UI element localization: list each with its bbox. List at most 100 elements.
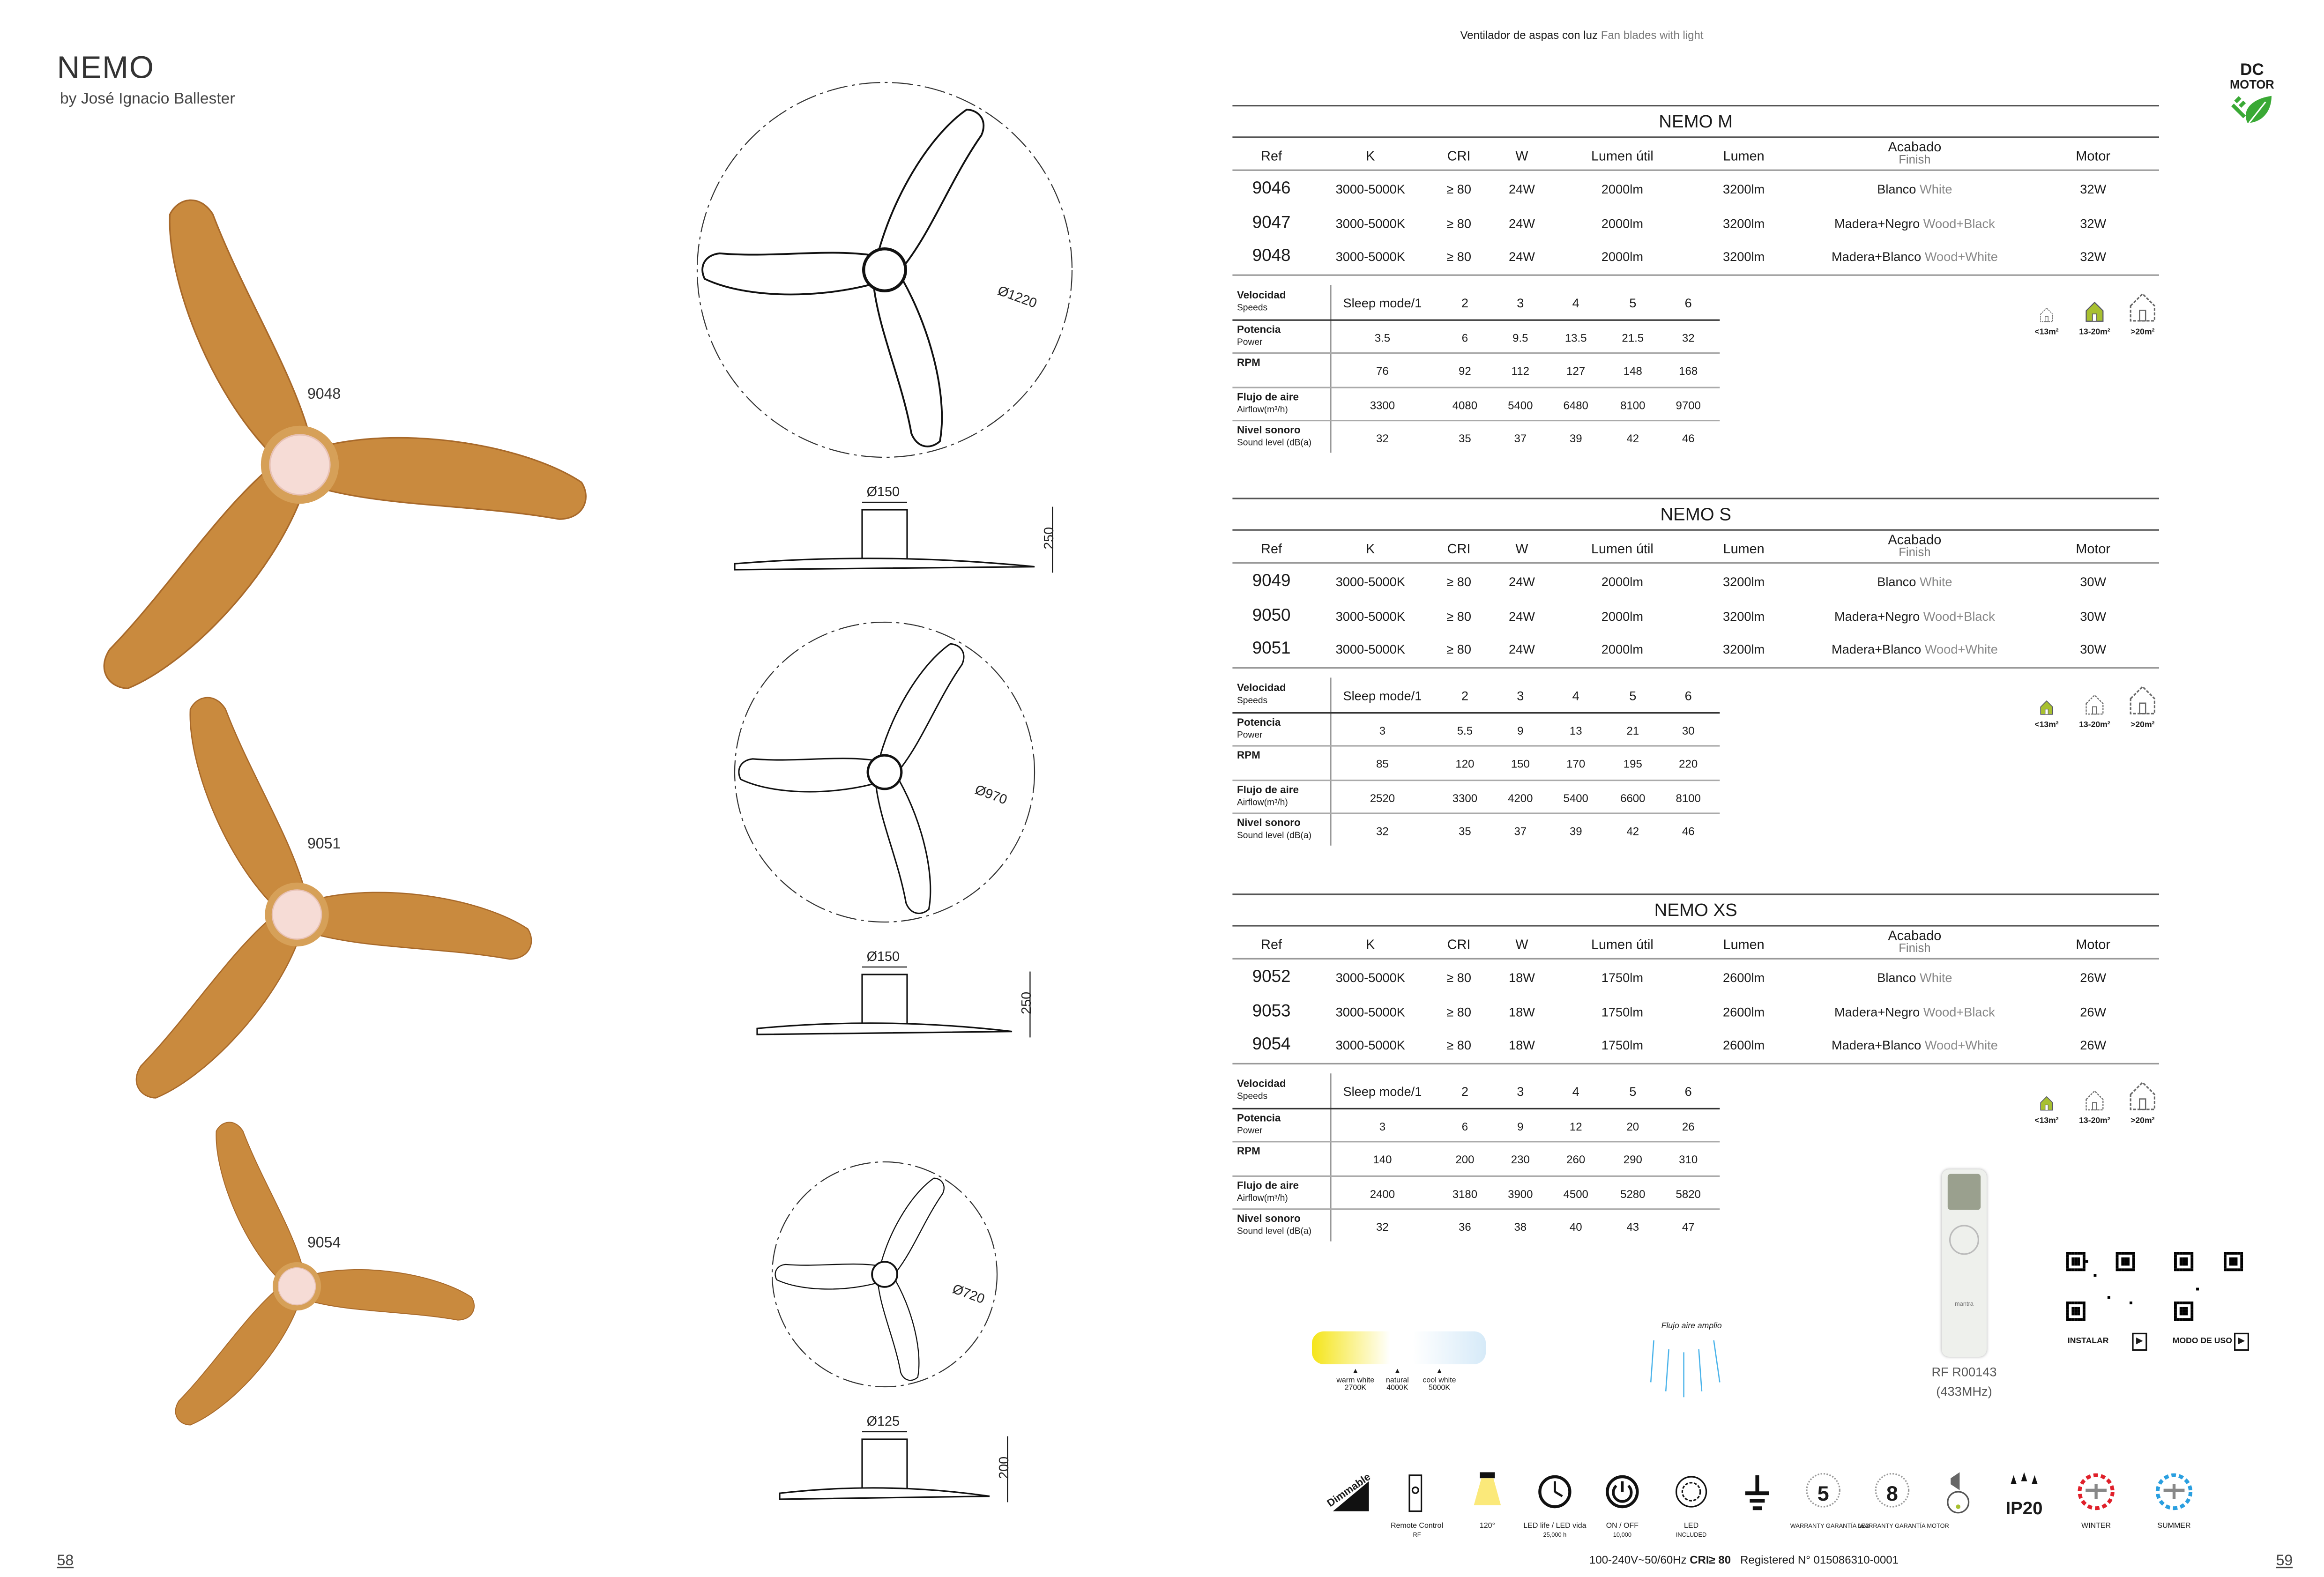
feature-text: LED [1684, 1522, 1699, 1531]
speed-value: 148 [1623, 364, 1642, 378]
lumen-cell: 3200lm [1722, 641, 1765, 657]
airflow-label: Flujo aire amplio [1661, 1322, 1722, 1332]
finish-en: Wood+White [1924, 641, 1998, 657]
k-cell: 3000-5000K [1335, 1037, 1405, 1053]
page-number-right: 59 [2276, 1553, 2293, 1570]
speed-value: 32 [1682, 330, 1695, 344]
label-es: Potencia [1237, 1113, 1281, 1124]
speed-row-label: RPM [1237, 358, 1260, 371]
speed-value: 32 [1376, 1220, 1389, 1234]
title-rule [1232, 136, 2159, 138]
footer-specs: 100-240V~50/60Hz CRI≥ 80 Registered N° 0… [1589, 1553, 1899, 1567]
column-header-k: K [1366, 541, 1375, 557]
category-header: Ventilador de aspas con luz Fan blades w… [0, 29, 2324, 42]
finish-es: Blanco [1877, 181, 1916, 197]
finish-cell: Blanco White [1877, 970, 1952, 985]
feature-text: ON / OFF [1606, 1522, 1639, 1531]
fan-top-view [775, 1177, 945, 1381]
qr-label: MODO DE USO [2172, 1337, 2232, 1346]
speed-value: 37 [1514, 825, 1527, 838]
hub-outline [862, 247, 908, 293]
lumen-cell: 3200lm [1722, 249, 1765, 264]
motor-cell: 26W [2080, 970, 2107, 985]
fan-top-view [701, 108, 984, 447]
height-label: 250 [1041, 527, 1057, 550]
finish-es: Madera+Blanco [1831, 249, 1922, 264]
product-family-title: NEMO [57, 51, 155, 86]
column-header-lumen: Lumen [1723, 148, 1765, 164]
speed-value: 4 [1572, 295, 1579, 311]
title-rule [1232, 529, 2159, 531]
voltage: 100-240V~50/60Hz [1589, 1553, 1687, 1567]
fan-label-9051: 9051 [307, 836, 341, 853]
ref-cell: 9050 [1252, 606, 1291, 625]
label-es: Potencia [1237, 717, 1281, 728]
ref-cell: 9052 [1252, 968, 1291, 987]
k-cell: 3000-5000K [1335, 249, 1405, 264]
speed-value: 3 [1517, 688, 1524, 703]
remote-control-image: mantra [1942, 1169, 1987, 1357]
height-label: 250 [1019, 991, 1034, 1014]
w-cell: 18W [1509, 1037, 1535, 1053]
warranty-led-icon-glyph [1806, 1473, 1840, 1508]
dimmable-icon-glyph [1333, 1481, 1369, 1511]
speed-value: 4200 [1508, 791, 1533, 804]
speed-value: 35 [1459, 825, 1471, 838]
speed-row-label: RPM [1237, 1147, 1260, 1159]
finish-en: Finish [1899, 941, 1931, 955]
column-header-lumen_util: Lumen útil [1591, 148, 1654, 164]
label-en: Power [1237, 731, 1263, 740]
speed-table-divider [1330, 1073, 1332, 1242]
label-en: Speeds [1237, 304, 1268, 313]
cri: CRI≥ 80 [1690, 1553, 1731, 1567]
speed-value: 2 [1461, 1084, 1468, 1099]
cri-cell: ≥ 80 [1446, 181, 1471, 197]
label-en: Power [1237, 338, 1263, 347]
finish-es: Acabado [1888, 139, 1942, 155]
speed-row-label: Flujo de aire Airflow(m³/h) [1237, 785, 1299, 809]
finish-cell: Madera+Blanco Wood+White [1832, 1037, 1998, 1052]
room-size-icons: <13m² 13-20m² >20m² [2024, 292, 2159, 337]
ref-cell: 9047 [1252, 214, 1291, 232]
hub-side [861, 974, 908, 1029]
feature-text: Remote Control [1390, 1522, 1443, 1531]
hub-side [861, 509, 908, 565]
qr-code[interactable] [2066, 1252, 2135, 1321]
lumen_util-cell: 1750lm [1601, 1004, 1644, 1019]
speed-value: 76 [1376, 364, 1389, 378]
motor-cell: 32W [2080, 215, 2107, 231]
hub-diameter-label: Ø150 [866, 484, 900, 499]
speed-value: 37 [1514, 431, 1527, 446]
video-play-icon: ▶ [2132, 1332, 2147, 1351]
room-size-label: >20m² [2130, 1117, 2155, 1126]
product-section: NEMO M Ref K CRI W Lumen útil Lumen Acabado Fini… [1232, 105, 2159, 465]
column-header-lumen: Lumen [1723, 937, 1765, 952]
speed-value: 39 [1569, 825, 1582, 838]
stop-name: cool white [1423, 1376, 1456, 1385]
fan-blade [103, 466, 304, 689]
speed-value: 112 [1511, 364, 1529, 378]
speed-value: 5400 [1563, 791, 1588, 804]
feature-subtext: 25,000 h [1543, 1531, 1567, 1539]
cri-cell: ≥ 80 [1446, 1037, 1471, 1053]
w-cell: 24W [1509, 641, 1535, 657]
rows-bottom-rule [1232, 667, 2159, 669]
column-header-cri: CRI [1447, 148, 1471, 164]
section-title: NEMO M [1659, 111, 1733, 132]
label-es: RPM [1237, 751, 1260, 762]
label-es: RPM [1237, 358, 1260, 369]
remote-brand: mantra [1955, 1300, 1974, 1308]
page-number-left: 58 [57, 1553, 74, 1570]
wide-airflow-icon [1650, 1340, 1721, 1398]
house-icon [2086, 1090, 2104, 1111]
qr-code[interactable] [2174, 1252, 2243, 1321]
feature-subtext: WARRANTY GARANTÍA MOTOR [1859, 1522, 1949, 1529]
header-rule [1232, 169, 2159, 171]
w-cell: 24W [1509, 574, 1535, 589]
feature-text: LED life / LED vida [1523, 1522, 1587, 1531]
speed-row-rule [1232, 319, 1720, 320]
room-size-label: <13m² [2034, 328, 2059, 337]
speed-value: 3300 [1370, 398, 1395, 412]
stop-kelvin: 2700K [1344, 1384, 1366, 1393]
